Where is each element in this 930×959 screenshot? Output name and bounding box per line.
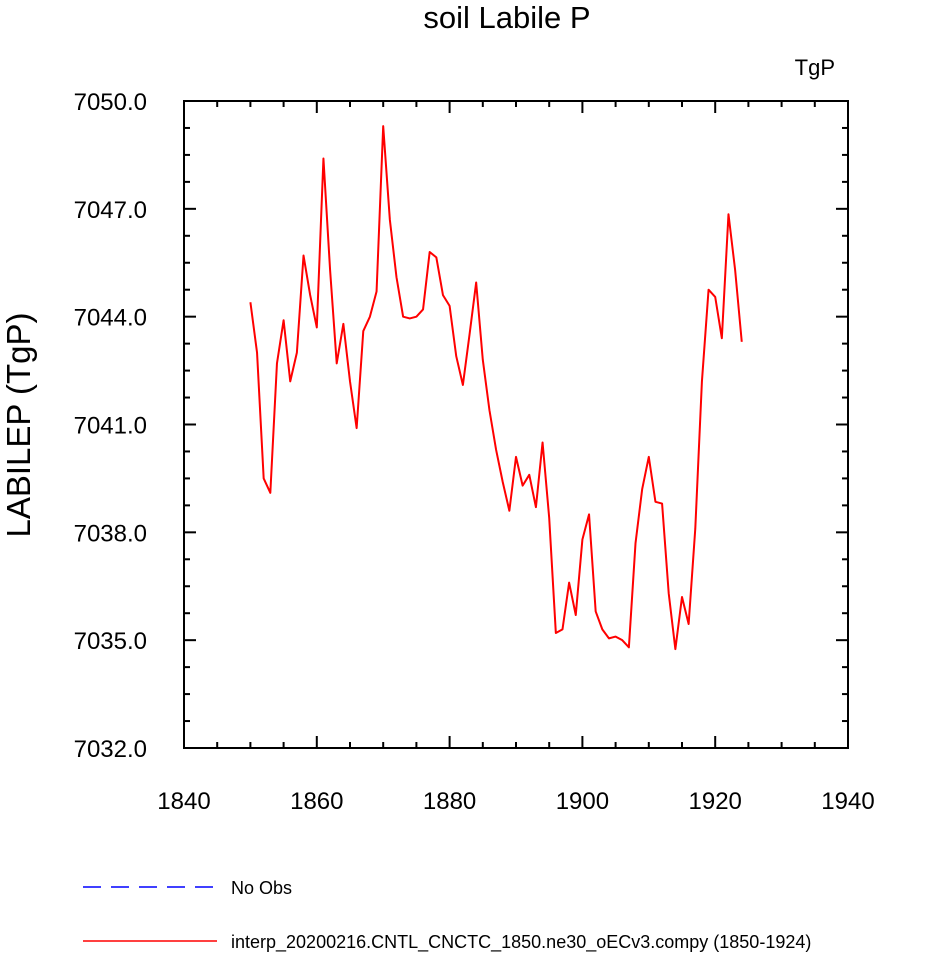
- plot-axes: [183, 100, 849, 749]
- units-label: TgP: [795, 55, 835, 80]
- y-tick-label: 7035.0: [74, 628, 147, 655]
- series-lines: [249, 125, 743, 651]
- x-tick-label: 1920: [689, 788, 742, 815]
- x-tick-label: 1940: [821, 788, 874, 815]
- x-tick-label: 1860: [290, 788, 343, 815]
- y-tick-label: 7032.0: [74, 736, 147, 763]
- x-tick-label: 1840: [157, 788, 210, 815]
- y-tick-label: 7041.0: [74, 413, 147, 440]
- legend-label-1: No Obs: [231, 878, 292, 898]
- legend-label-0: interp_20200216.CNTL_CNCTC_1850.ne30_oEC…: [231, 932, 811, 953]
- tick-labels: 1840 1860 1880 1900 1920 1940 7032.0 7035.0 7038…: [74, 89, 875, 815]
- y-tick-label: 7050.0: [74, 89, 147, 116]
- series-line-0: [249, 125, 743, 651]
- x-tick-label: 1880: [423, 788, 476, 815]
- y-tick-label: 7044.0: [74, 305, 147, 332]
- y-tick-label: 7047.0: [74, 197, 147, 224]
- chart-title: soil Labile P: [423, 0, 590, 35]
- plot-frame: [183, 100, 849, 749]
- y-tick-label: 7038.0: [74, 520, 147, 547]
- x-tick-label: 1900: [556, 788, 609, 815]
- y-axis-label: LABILEP (TgP): [0, 313, 37, 538]
- legend: No Obs interp_20200216.CNTL_CNCTC_1850.ne…: [83, 878, 811, 953]
